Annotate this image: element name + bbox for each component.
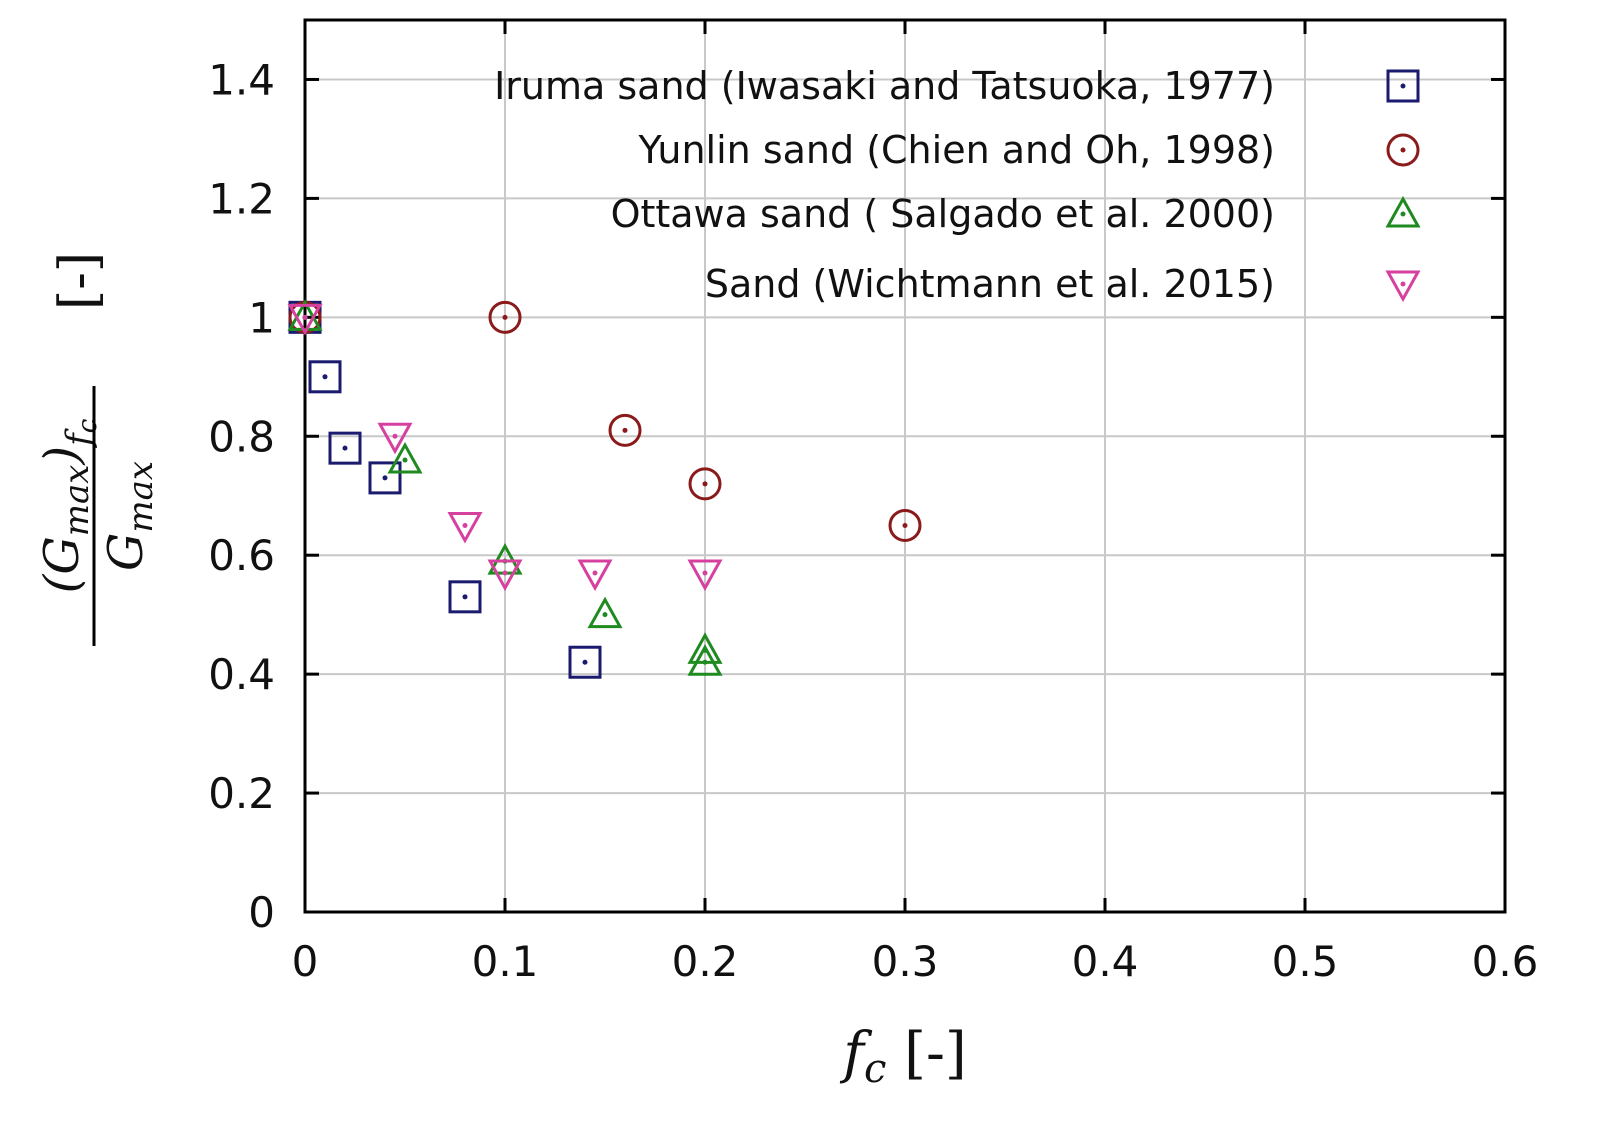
data-point-circle: [888, 508, 922, 542]
legend-marker-triangle-down: [1385, 270, 1421, 303]
legend: Iruma sand (Iwasaki and Tatsuoka, 1977) Y…: [494, 64, 1421, 306]
y-tick-label: 1.4: [208, 55, 275, 104]
legend-label: Sand (Wichtmann et al. 2015): [705, 262, 1275, 306]
svg-text:Gmax: Gmax: [98, 461, 161, 571]
svg-text:[-]: [-]: [49, 252, 109, 310]
data-point-triangle-down: [447, 511, 483, 544]
data-point-square: [368, 461, 402, 495]
legend-marker-triangle-up: [1385, 195, 1421, 228]
y-tick-label: 1: [248, 293, 275, 342]
data-point-square: [308, 360, 342, 394]
data-point-circle: [488, 300, 522, 334]
data-point-triangle-up: [687, 644, 723, 676]
y-tick-label: 0.4: [208, 650, 275, 699]
x-tick-label: 0.3: [872, 937, 939, 986]
data-point-triangle-down: [487, 559, 523, 592]
x-tick-label: 0.5: [1272, 937, 1339, 986]
y-tick-labels: 0 0.2 0.4 0.6 0.8 1 1.2 1.4: [208, 55, 275, 937]
x-tick-labels: 0 0.1 0.2 0.3 0.4 0.5 0.6: [292, 937, 1539, 986]
y-tick-label: 0: [248, 888, 275, 937]
legend-marker-circle: [1386, 133, 1420, 167]
data-point-triangle-up: [387, 441, 423, 474]
y-tick-label: 1.2: [208, 174, 275, 223]
x-tick-label: 0.1: [472, 937, 539, 986]
data-point-square: [448, 580, 482, 614]
data-point-square: [568, 645, 602, 679]
legend-label: Iruma sand (Iwasaki and Tatsuoka, 1977): [494, 64, 1275, 108]
y-axis-title: (Gmax)fc Gmax [-]: [34, 252, 161, 646]
legend-label: Yunlin sand (Chien and Oh, 1998): [638, 128, 1275, 172]
x-tick-label: 0.4: [1072, 937, 1139, 986]
data-point-triangle-up: [587, 596, 623, 629]
data-point-triangle-down: [287, 303, 323, 336]
legend-label: Ottawa sand ( Salgado et al. 2000): [611, 192, 1275, 236]
y-tick-label: 0.6: [208, 531, 275, 580]
y-tick-label: 0.2: [208, 769, 275, 818]
data-point-triangle-down: [377, 422, 413, 455]
grid-layer: [305, 20, 1505, 912]
x-tick-label: 0.6: [1472, 937, 1539, 986]
svg-text:(Gmax)fc: (Gmax)fc: [34, 418, 103, 593]
data-point-circle: [608, 413, 642, 447]
data-point-circle: [688, 467, 722, 501]
x-tick-label: 0: [292, 937, 319, 986]
data-point-triangle-down: [687, 559, 723, 592]
x-axis-title: fc [-]: [839, 1021, 967, 1092]
data-point-triangle-down: [577, 559, 613, 592]
legend-marker-square: [1386, 69, 1420, 103]
points-layer: [287, 299, 922, 679]
y-tick-label: 0.8: [208, 412, 275, 461]
data-point-square: [328, 431, 362, 465]
x-tick-label: 0.2: [672, 937, 739, 986]
